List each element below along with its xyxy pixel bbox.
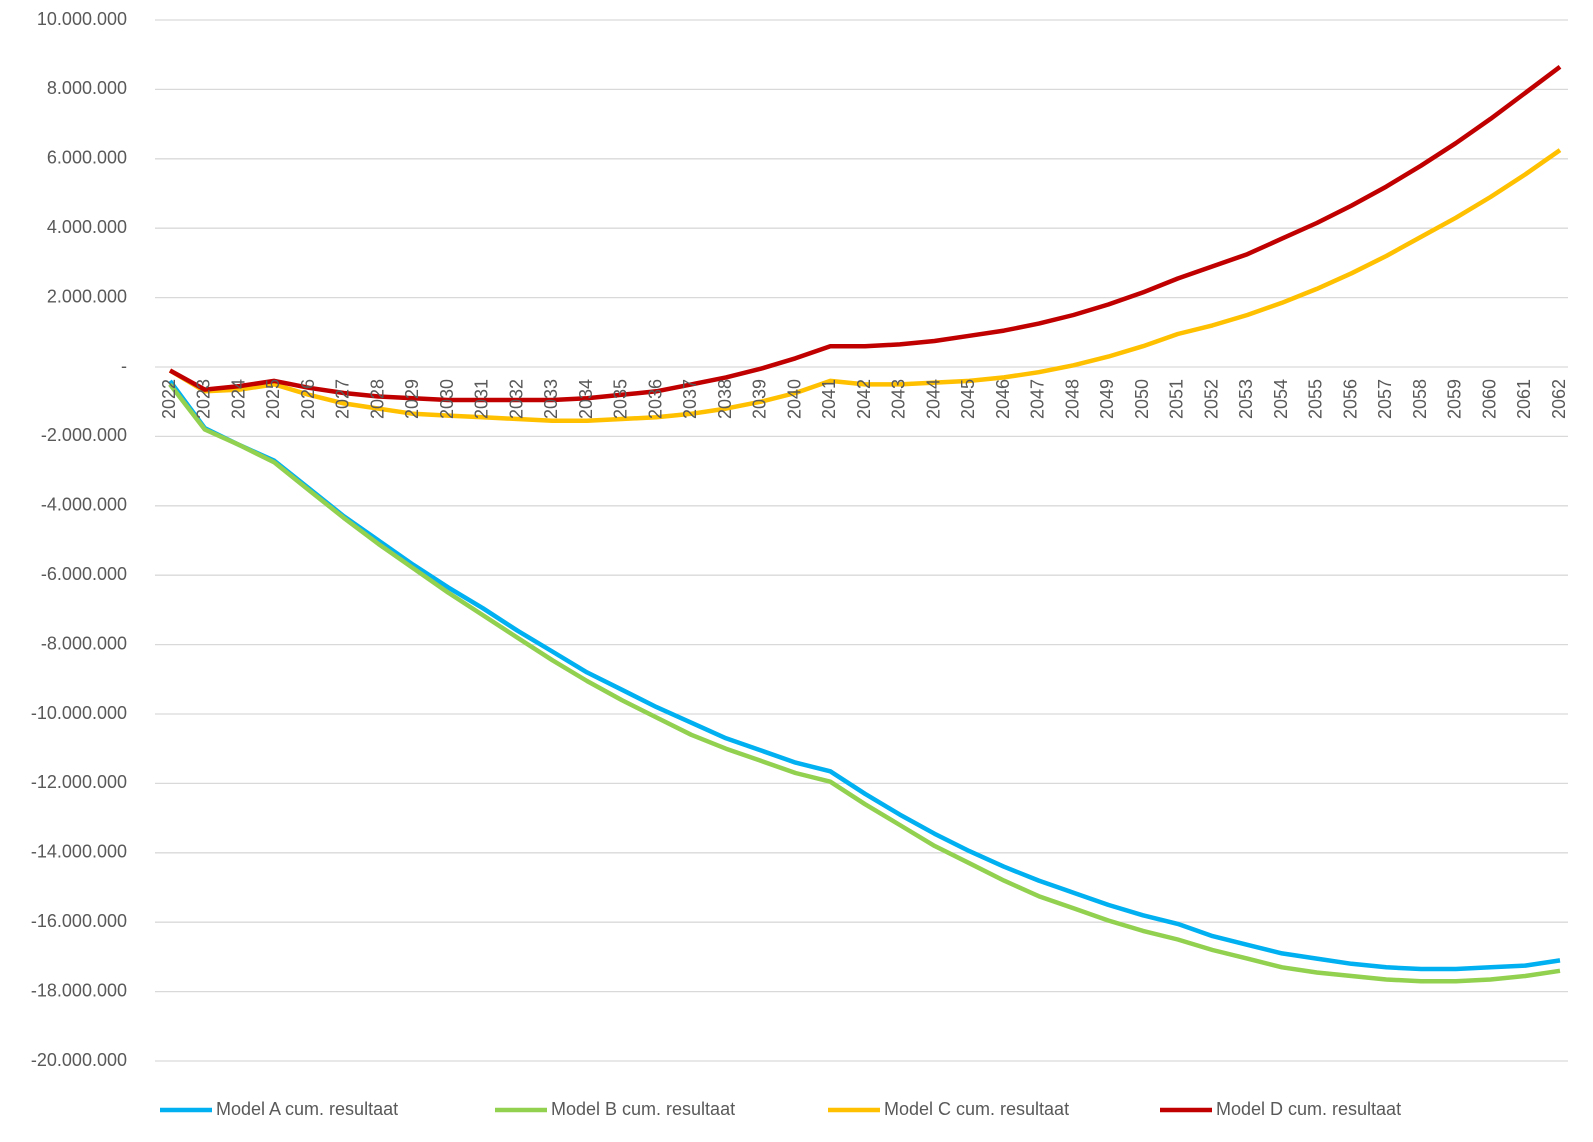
x-tick-label: 2024	[228, 379, 248, 419]
x-tick-label: 2029	[402, 379, 422, 419]
x-tick-label: 2062	[1549, 379, 1569, 419]
y-tick-label: -	[121, 356, 127, 376]
y-tick-label: -16.000.000	[31, 911, 127, 931]
x-tick-label: 2043	[889, 379, 909, 419]
x-tick-label: 2042	[854, 379, 874, 419]
x-tick-label: 2040	[784, 379, 804, 419]
legend-label: Model C cum. resultaat	[884, 1099, 1069, 1119]
x-tick-label: 2027	[333, 379, 353, 419]
line-series	[168, 379, 1561, 972]
x-tick-label: 2025	[263, 379, 283, 419]
x-tick-label: 2052	[1201, 379, 1221, 419]
y-tick-label: 2.000.000	[47, 286, 127, 306]
x-tick-label: 2057	[1375, 379, 1395, 419]
x-tick-label: 2026	[298, 379, 318, 419]
x-tick-label: 2059	[1445, 379, 1465, 419]
x-tick-label: 2030	[437, 379, 457, 419]
x-tick-label: 2050	[1132, 379, 1152, 419]
x-tick-label: 2022	[159, 379, 179, 419]
x-tick-label: 2045	[958, 379, 978, 419]
y-tick-label: -4.000.000	[41, 495, 127, 515]
x-tick-label: 2038	[715, 379, 735, 419]
y-tick-label: 8.000.000	[47, 78, 127, 98]
x-tick-label: 2060	[1479, 379, 1499, 419]
y-tick-label: -10.000.000	[31, 703, 127, 723]
x-tick-label: 2023	[194, 379, 214, 419]
x-tick-label: 2036	[645, 379, 665, 419]
x-tick-label: 2047	[1028, 379, 1048, 419]
y-tick-label: -18.000.000	[31, 980, 127, 1000]
y-tick-label: -20.000.000	[31, 1050, 127, 1070]
x-tick-label: 2051	[1167, 379, 1187, 419]
legend-label: Model A cum. resultaat	[216, 1099, 398, 1119]
x-tick-label: 2039	[750, 379, 770, 419]
x-tick-label: 2044	[923, 379, 943, 419]
x-tick-label: 2041	[819, 379, 839, 419]
y-tick-label: -12.000.000	[31, 772, 127, 792]
x-tick-label: 2058	[1410, 379, 1430, 419]
x-tick-label: 2046	[993, 379, 1013, 419]
x-tick-label: 2033	[541, 379, 561, 419]
x-tick-label: 2035	[611, 379, 631, 419]
x-tick-label: 2049	[1097, 379, 1117, 419]
x-tick-label: 2053	[1236, 379, 1256, 419]
legend-item: Model A cum. resultaat	[160, 1099, 398, 1119]
x-tick-label: 2034	[576, 379, 596, 419]
legend-label: Model D cum. resultaat	[1216, 1099, 1401, 1119]
legend-label: Model B cum. resultaat	[551, 1099, 735, 1119]
y-tick-label: -14.000.000	[31, 842, 127, 862]
line-series	[168, 383, 1561, 984]
x-tick-label: 2028	[367, 379, 387, 419]
x-tick-label: 2032	[506, 379, 526, 419]
line-series	[168, 65, 1562, 403]
y-tick-label: 6.000.000	[47, 148, 127, 168]
x-tick-label: 2031	[472, 379, 492, 419]
legend-item: Model B cum. resultaat	[495, 1099, 735, 1119]
y-tick-label: 10.000.000	[37, 9, 127, 29]
x-tick-label: 2061	[1514, 379, 1534, 419]
legend-item: Model C cum. resultaat	[828, 1099, 1069, 1119]
legend-item: Model D cum. resultaat	[1160, 1099, 1401, 1119]
x-tick-label: 2048	[1062, 379, 1082, 419]
x-tick-label: 2055	[1306, 379, 1326, 419]
x-tick-label: 2056	[1340, 379, 1360, 419]
y-tick-label: -8.000.000	[41, 633, 127, 653]
y-tick-label: -2.000.000	[41, 425, 127, 445]
x-tick-label: 2037	[680, 379, 700, 419]
y-tick-label: -6.000.000	[41, 564, 127, 584]
y-tick-label: 4.000.000	[47, 217, 127, 237]
x-tick-label: 2054	[1271, 379, 1291, 419]
line-series	[168, 148, 1562, 424]
